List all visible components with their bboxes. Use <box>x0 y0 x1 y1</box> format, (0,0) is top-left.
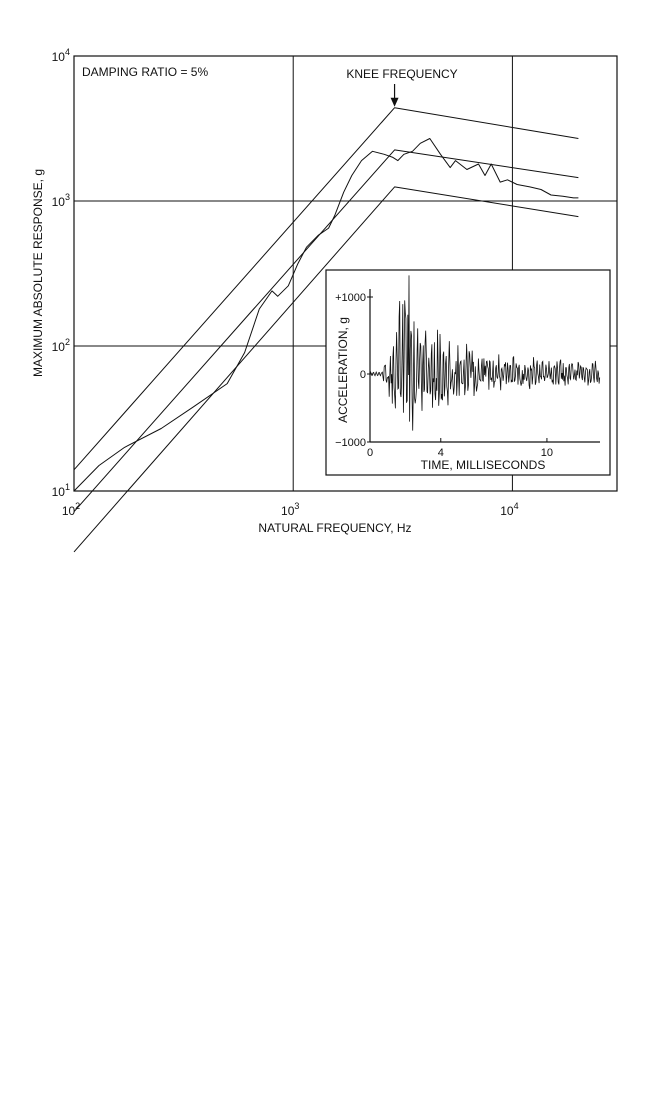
inset-x-tick-label: 10 <box>541 447 553 459</box>
y-tick-label: 103 <box>52 192 70 209</box>
x-tick-label: 104 <box>500 501 518 518</box>
x-tick-label: 102 <box>62 501 80 518</box>
main-series <box>73 107 579 553</box>
spectrum-series-1 <box>73 107 579 471</box>
inset-x-tick-label: 0 <box>367 447 373 459</box>
main-plot-frame <box>73 55 618 492</box>
inset-series <box>369 275 601 431</box>
x-axis-label: NATURAL FREQUENCY, Hz <box>258 521 411 535</box>
y-tick-label: 101 <box>52 482 70 499</box>
x-tick-label: 103 <box>281 501 299 518</box>
spectrum-series-2 <box>73 149 579 513</box>
acceleration-trace <box>369 275 601 431</box>
inset-y-tick-label: −1000 <box>335 437 366 449</box>
y-tick-label: 104 <box>52 47 70 64</box>
knee-frequency-annotation: KNEE FREQUENCY <box>346 67 457 81</box>
inset-y-tick-label: 0 <box>360 369 366 381</box>
spectrum-series-3 <box>73 186 579 553</box>
y-tick-label: 102 <box>52 337 70 354</box>
damping-ratio-annotation: DAMPING RATIO = 5% <box>82 65 208 79</box>
inset-y-axis-label: ACCELERATION, g <box>336 317 350 423</box>
main-tick-labels: 102 103 104 101 102 103 104 <box>52 47 519 518</box>
y-axis-label: MAXIMUM ABSOLUTE RESPONSE, g <box>31 169 45 377</box>
inset-y-tick-label: +1000 <box>335 292 366 304</box>
inset-panel <box>325 269 611 476</box>
knee-arrow-head <box>390 97 399 107</box>
inset-x-tick-label: 4 <box>438 447 444 459</box>
spectrum-series-4 <box>73 138 579 492</box>
inset-x-axis-label: TIME, MILLISECONDS <box>421 458 546 472</box>
